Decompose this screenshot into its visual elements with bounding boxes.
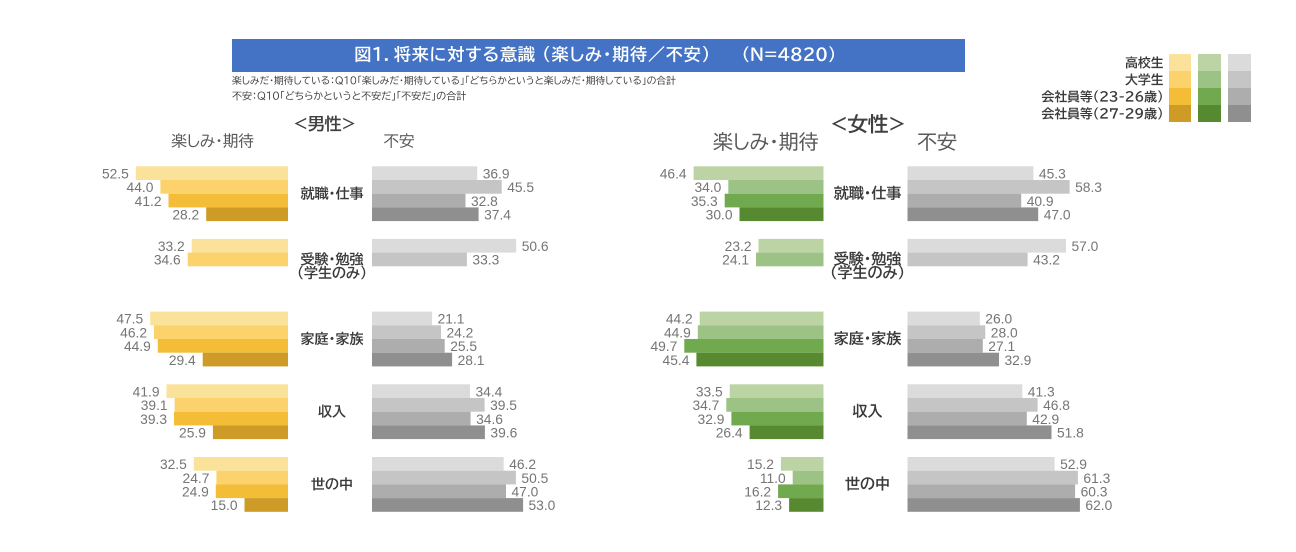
svg-text:33.2: 33.2: [158, 239, 185, 254]
svg-text:46.2: 46.2: [120, 325, 147, 340]
svg-text:45.3: 45.3: [1039, 166, 1066, 181]
svg-text:24.2: 24.2: [447, 325, 474, 340]
svg-text:32.8: 32.8: [471, 194, 498, 209]
svg-text:11.0: 11.0: [760, 471, 786, 486]
svg-text:24.1: 24.1: [722, 253, 749, 268]
svg-text:44.9: 44.9: [124, 339, 151, 354]
svg-text:57.0: 57.0: [1072, 239, 1099, 254]
svg-text:36.9: 36.9: [483, 166, 510, 181]
svg-text:28.0: 28.0: [991, 325, 1018, 340]
svg-text:24.7: 24.7: [183, 471, 210, 486]
svg-text:47.5: 47.5: [116, 312, 143, 327]
svg-text:45.4: 45.4: [663, 353, 690, 368]
svg-text:61.3: 61.3: [1083, 471, 1110, 486]
svg-text:45.5: 45.5: [507, 180, 534, 195]
svg-text:25.9: 25.9: [179, 425, 206, 440]
svg-text:41.9: 41.9: [133, 384, 160, 399]
svg-text:50.6: 50.6: [522, 239, 549, 254]
svg-text:29.4: 29.4: [169, 353, 196, 368]
svg-text:33.3: 33.3: [472, 253, 499, 268]
svg-text:23.2: 23.2: [725, 239, 752, 254]
svg-text:28.1: 28.1: [458, 353, 485, 368]
svg-text:50.5: 50.5: [521, 471, 548, 486]
svg-text:60.3: 60.3: [1081, 484, 1108, 499]
svg-text:46.8: 46.8: [1043, 398, 1070, 413]
svg-text:34.0: 34.0: [694, 180, 721, 195]
svg-text:12.3: 12.3: [755, 498, 782, 513]
svg-text:39.3: 39.3: [140, 412, 167, 427]
svg-text:46.4: 46.4: [660, 166, 687, 181]
svg-text:34.4: 34.4: [476, 384, 503, 399]
svg-text:44.0: 44.0: [127, 180, 154, 195]
svg-text:15.2: 15.2: [747, 457, 774, 472]
svg-text:39.5: 39.5: [490, 398, 517, 413]
svg-text:34.6: 34.6: [154, 253, 181, 268]
svg-text:44.2: 44.2: [666, 312, 693, 327]
svg-text:52.9: 52.9: [1060, 457, 1087, 472]
svg-text:41.3: 41.3: [1028, 384, 1055, 399]
svg-text:47.0: 47.0: [1044, 207, 1071, 222]
svg-text:15.0: 15.0: [211, 498, 238, 513]
svg-text:25.5: 25.5: [450, 339, 477, 354]
svg-text:49.7: 49.7: [650, 339, 677, 354]
svg-text:21.1: 21.1: [438, 312, 465, 327]
svg-text:30.0: 30.0: [706, 207, 733, 222]
svg-text:44.9: 44.9: [664, 325, 691, 340]
svg-text:26.4: 26.4: [716, 425, 743, 440]
svg-text:32.9: 32.9: [698, 412, 725, 427]
svg-text:41.2: 41.2: [135, 194, 162, 209]
svg-text:34.6: 34.6: [476, 412, 503, 427]
svg-text:52.5: 52.5: [102, 166, 129, 181]
svg-text:32.5: 32.5: [160, 457, 187, 472]
svg-text:35.3: 35.3: [691, 194, 718, 209]
svg-text:16.2: 16.2: [744, 484, 771, 499]
svg-text:34.7: 34.7: [692, 398, 719, 413]
svg-text:43.2: 43.2: [1033, 253, 1060, 268]
svg-text:51.8: 51.8: [1057, 425, 1084, 440]
svg-text:46.2: 46.2: [509, 457, 536, 472]
svg-text:47.0: 47.0: [512, 484, 539, 499]
svg-text:53.0: 53.0: [529, 498, 556, 513]
svg-text:28.2: 28.2: [172, 207, 199, 222]
svg-text:62.0: 62.0: [1085, 498, 1112, 513]
svg-text:32.9: 32.9: [1005, 353, 1032, 368]
svg-text:58.3: 58.3: [1075, 180, 1102, 195]
svg-text:26.0: 26.0: [985, 312, 1012, 327]
svg-text:42.9: 42.9: [1032, 412, 1059, 427]
svg-text:27.1: 27.1: [988, 339, 1015, 354]
svg-text:37.4: 37.4: [484, 207, 511, 222]
svg-text:40.9: 40.9: [1027, 194, 1054, 209]
svg-text:39.6: 39.6: [490, 425, 517, 440]
svg-text:24.9: 24.9: [182, 484, 209, 499]
svg-text:39.1: 39.1: [141, 398, 168, 413]
svg-text:33.5: 33.5: [696, 384, 723, 399]
